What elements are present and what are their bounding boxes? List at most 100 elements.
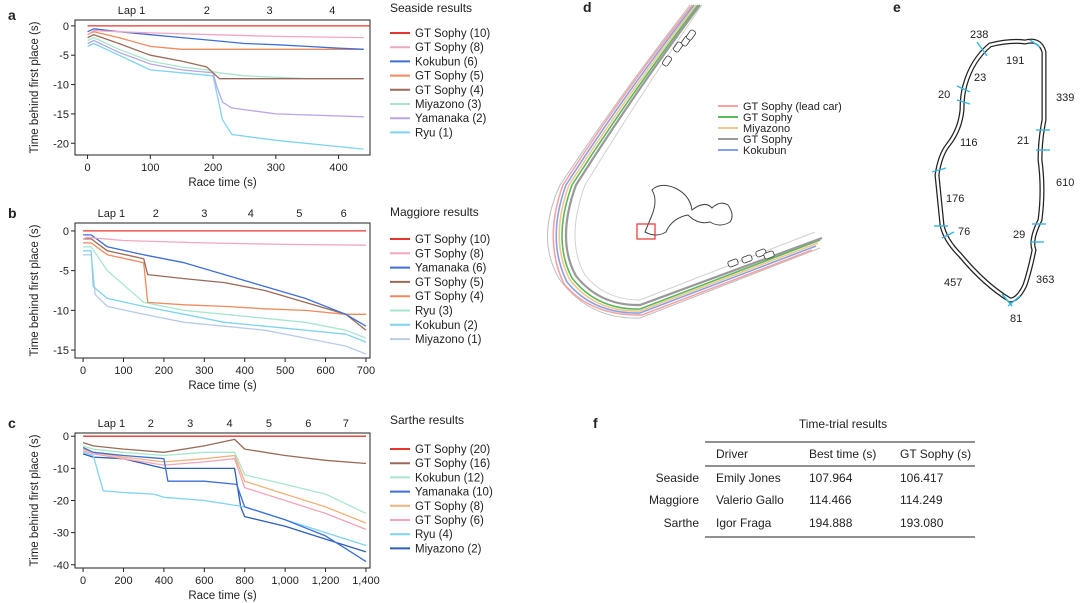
x-tick-label: 700 — [357, 365, 375, 377]
series-line — [87, 36, 364, 80]
legend-label: GT Sophy (lead car) — [743, 101, 842, 113]
panel-label-e: e — [893, 0, 901, 15]
legend-label: GT Sophy (4) — [415, 85, 484, 97]
legend-label: GT Sophy (10) — [415, 28, 490, 40]
sector-label: 457 — [944, 277, 962, 289]
minimap-highlight — [636, 223, 656, 240]
lap-label: 2 — [204, 5, 210, 17]
car-markers-bottom — [727, 248, 775, 268]
table-cell: 114.249 — [900, 493, 943, 507]
y-tick-label: -10 — [53, 305, 69, 317]
x-tick-label: 100 — [141, 162, 159, 174]
x-tick-label: 1,200 — [312, 575, 340, 587]
x-axis-label: Race time (s) — [188, 590, 257, 602]
sector-label: 81 — [1010, 313, 1022, 325]
y-tick-label: -20 — [53, 496, 69, 508]
y-tick-label: 0 — [63, 21, 69, 33]
series-line — [82, 446, 367, 563]
car-markers-top — [662, 29, 696, 67]
x-tick-label: 200 — [155, 365, 173, 377]
legend-label: Yamanaka (10) — [415, 487, 493, 499]
track-map: 238 191 23 20 339 116 21 610 176 76 29 4… — [931, 29, 1074, 325]
x-axis-label: Race time (s) — [188, 380, 257, 392]
x-tick-label: 400 — [155, 575, 173, 587]
x-tick-label: 400 — [329, 162, 347, 174]
x-tick-label: 1,000 — [271, 575, 299, 587]
x-tick-label: 100 — [114, 365, 132, 377]
series-line — [82, 445, 367, 514]
table-title: Time-trial results — [799, 417, 887, 431]
legend-label: Kokubun (12) — [415, 472, 484, 484]
table-cell: 194.888 — [809, 516, 853, 530]
track-outline — [934, 38, 1047, 303]
panel-label-b: b — [8, 205, 17, 221]
series-line — [82, 453, 367, 553]
series-line — [83, 254, 367, 355]
x-tick-label: 400 — [236, 365, 254, 377]
table-cell: Sarthe — [664, 516, 700, 530]
series-line — [82, 450, 367, 531]
series-line — [82, 448, 367, 524]
table-header: Driver — [716, 447, 748, 461]
x-tick-label: 200 — [114, 575, 132, 587]
series-line — [83, 250, 367, 343]
panel-label-d: d — [583, 0, 592, 15]
table-cell: 114.466 — [809, 493, 852, 507]
x-tick-label: 800 — [236, 575, 254, 587]
lap-label: 4 — [227, 418, 233, 430]
y-tick-label: -20 — [53, 138, 69, 150]
table-cell: Seaside — [656, 471, 700, 485]
legend-title: Sarthe results — [390, 413, 464, 427]
legend-label: Ryu (4) — [415, 529, 453, 541]
lap-label: 5 — [296, 208, 302, 220]
legend-label: GT Sophy (4) — [415, 291, 484, 303]
table-header: Best time (s) — [809, 447, 876, 461]
legend-label: Kokubun (6) — [415, 56, 478, 68]
track-edge-outer — [547, 4, 821, 319]
sector-label: 29 — [1013, 229, 1025, 241]
legend-label: Miyazono (3) — [415, 99, 482, 111]
line-kokubun — [555, 4, 817, 314]
y-tick-label: -15 — [53, 109, 69, 121]
legend-label: Kokubun — [743, 145, 786, 157]
lap-label: 6 — [341, 208, 347, 220]
lap-label: Lap 1 — [118, 5, 146, 17]
y-axis-label: Time behind first place (s) — [29, 434, 41, 566]
chart-sarthe: 0 -10 -20 -30 -40 0 200 400 600 800 1,000 1,200 1,40… — [29, 413, 493, 602]
y-tick-label: -5 — [59, 50, 69, 62]
series-line — [87, 34, 364, 80]
y-tick-label: 0 — [63, 226, 69, 238]
lap-label: Lap 1 — [98, 208, 126, 220]
y-tick-label: 0 — [63, 431, 69, 443]
lap-label: 6 — [305, 418, 311, 430]
y-tick-label: -30 — [53, 528, 69, 540]
track-inner — [935, 39, 1046, 302]
series-lines — [87, 25, 370, 150]
x-tick-label: 0 — [80, 575, 86, 587]
x-tick-label: 200 — [204, 162, 222, 174]
plot-frame — [74, 222, 371, 359]
sector-label: 191 — [1006, 55, 1024, 67]
plot-frame — [74, 432, 371, 569]
y-tick-label: -15 — [53, 345, 69, 357]
sector-label: 339 — [1056, 92, 1074, 104]
legend-title: Maggiore results — [390, 205, 479, 219]
legend-title: Seaside results — [390, 1, 472, 15]
panel-label-f: f — [593, 415, 598, 431]
y-tick-label: -10 — [53, 80, 69, 92]
legend-label: Ryu (1) — [415, 127, 453, 139]
legend-label: Kokubun (2) — [415, 320, 478, 332]
line-gt-sophy-grey — [564, 4, 823, 307]
sector-label: 116 — [960, 137, 978, 149]
legend-label: GT Sophy — [743, 112, 793, 124]
table-cell: 106.417 — [900, 471, 944, 485]
x-tick-label: 300 — [195, 365, 213, 377]
series-lines — [82, 435, 367, 563]
series-line — [83, 238, 367, 331]
lap-label: 3 — [187, 418, 193, 430]
lap-label: 4 — [248, 208, 254, 220]
sector-labels: 238 191 23 20 339 116 21 610 176 76 29 4… — [938, 29, 1074, 325]
table-cell: Valerio Gallo — [716, 493, 784, 507]
series-line — [87, 42, 364, 150]
